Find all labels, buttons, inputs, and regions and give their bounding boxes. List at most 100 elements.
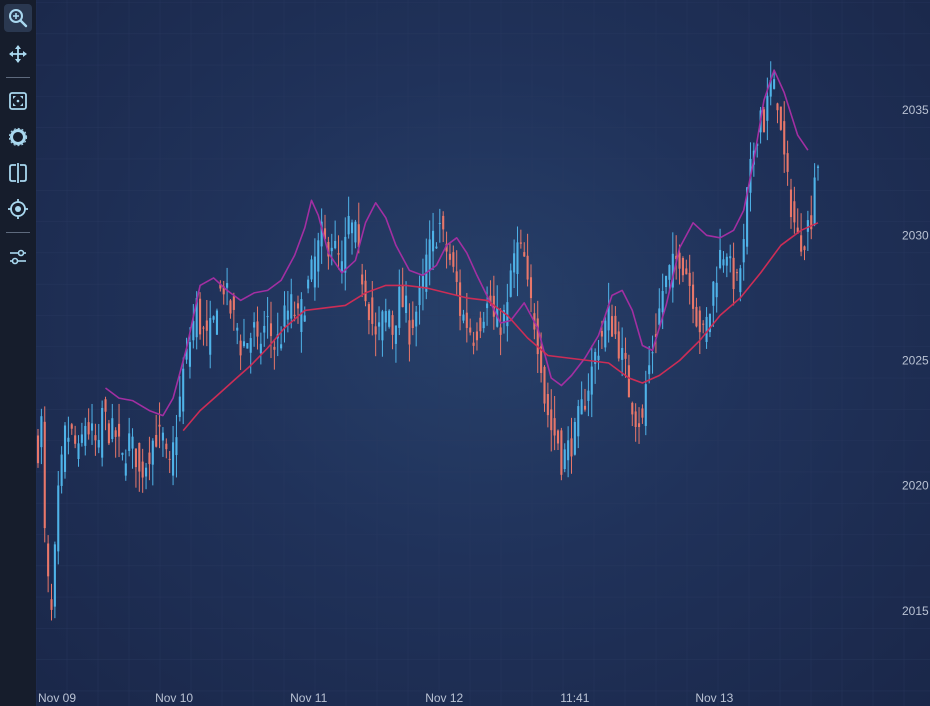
candle	[543, 365, 545, 412]
candle	[138, 442, 140, 491]
candle-body	[706, 317, 708, 342]
candle	[37, 429, 39, 468]
candle	[476, 322, 478, 350]
candle	[446, 232, 448, 269]
candle	[57, 471, 59, 564]
candle	[695, 298, 697, 328]
candle	[351, 220, 353, 255]
candle	[466, 293, 468, 343]
chart-svg[interactable]: Nov 09 Nov 10 Nov 11 Nov 12 11:41 Nov 13 2015 2…	[36, 0, 930, 706]
x-axis-tick-label: Nov 13	[695, 691, 733, 705]
candle	[263, 311, 265, 347]
candle-body	[719, 250, 721, 268]
candle	[655, 313, 657, 353]
candle-body	[716, 283, 718, 297]
candle	[361, 264, 363, 297]
candle-body	[543, 367, 545, 404]
candle	[631, 402, 633, 426]
candle	[74, 426, 76, 448]
candle	[567, 426, 569, 477]
candle	[783, 101, 785, 173]
candle	[81, 423, 83, 447]
candle-body	[240, 341, 242, 356]
settings-button[interactable]	[4, 243, 32, 271]
candle	[797, 208, 799, 234]
pan-tool-button[interactable]	[4, 40, 32, 68]
candle-body	[564, 449, 566, 469]
candle	[736, 269, 738, 281]
candle	[246, 343, 248, 349]
candle-body	[290, 294, 292, 318]
candle	[473, 332, 475, 354]
candle	[256, 307, 258, 350]
candle	[527, 234, 529, 287]
candle-body	[243, 341, 245, 346]
candle	[452, 246, 454, 273]
candle-body	[270, 323, 272, 336]
candle-body	[351, 222, 353, 233]
chart-area[interactable]: Nov 09 Nov 10 Nov 11 Nov 12 11:41 Nov 13 2015 2…	[36, 0, 930, 706]
candle-body	[135, 448, 137, 467]
candle-body	[246, 343, 248, 348]
candle	[165, 438, 167, 458]
candle	[621, 327, 623, 376]
candle	[368, 302, 370, 334]
candle-body	[236, 328, 238, 331]
candle-body	[456, 271, 458, 282]
candle-body	[635, 411, 637, 427]
candle	[236, 323, 238, 344]
candle	[682, 256, 684, 282]
candle-body	[104, 399, 106, 412]
zoom-tool-button[interactable]	[4, 4, 32, 32]
axis-layer: Nov 09 Nov 10 Nov 11 Nov 12 11:41 Nov 1320152…	[38, 103, 929, 705]
candle	[84, 418, 86, 456]
candle-body	[108, 423, 110, 443]
candle	[581, 381, 583, 414]
candle-body	[314, 257, 316, 288]
candle-body	[419, 287, 421, 305]
candle-body	[557, 431, 559, 444]
candle-body	[361, 274, 363, 284]
candle-body	[40, 416, 42, 447]
split-view-button[interactable]	[4, 159, 32, 187]
candle-body	[567, 440, 569, 460]
candle-body	[44, 422, 46, 528]
cursor-tool-button[interactable]	[4, 195, 32, 223]
candle-body	[459, 282, 461, 316]
candle-body	[601, 331, 603, 337]
candle-body	[310, 259, 312, 279]
zoom-extents-button[interactable]	[4, 87, 32, 115]
candle	[415, 306, 417, 346]
candle-body	[159, 425, 161, 427]
candle	[587, 373, 589, 416]
candle	[442, 211, 444, 242]
candle	[321, 208, 323, 264]
candle	[213, 315, 215, 322]
candle-body	[520, 242, 522, 243]
candle	[348, 197, 350, 239]
candle-body	[702, 324, 704, 325]
candle-body	[206, 320, 208, 330]
candle-body	[115, 430, 117, 437]
candle-body	[685, 268, 687, 274]
candle	[560, 428, 562, 480]
candle	[520, 230, 522, 249]
candle	[226, 268, 228, 305]
candle	[307, 276, 309, 294]
candle-body	[371, 297, 373, 323]
rollover-tool-button[interactable]	[4, 123, 32, 151]
candle	[537, 301, 539, 373]
x-axis-tick-label: Nov 09	[38, 691, 76, 705]
candle	[584, 389, 586, 412]
candle	[121, 453, 123, 461]
candle-layer	[37, 61, 819, 620]
candle-body	[155, 435, 157, 447]
candle	[733, 243, 735, 306]
candle-body	[449, 254, 451, 260]
x-axis-tick-label: 11:41	[560, 691, 589, 705]
candle-body	[233, 296, 235, 310]
candle-body	[810, 215, 812, 229]
candle-body	[165, 444, 167, 449]
candle	[412, 301, 414, 335]
candle-body	[162, 433, 164, 441]
